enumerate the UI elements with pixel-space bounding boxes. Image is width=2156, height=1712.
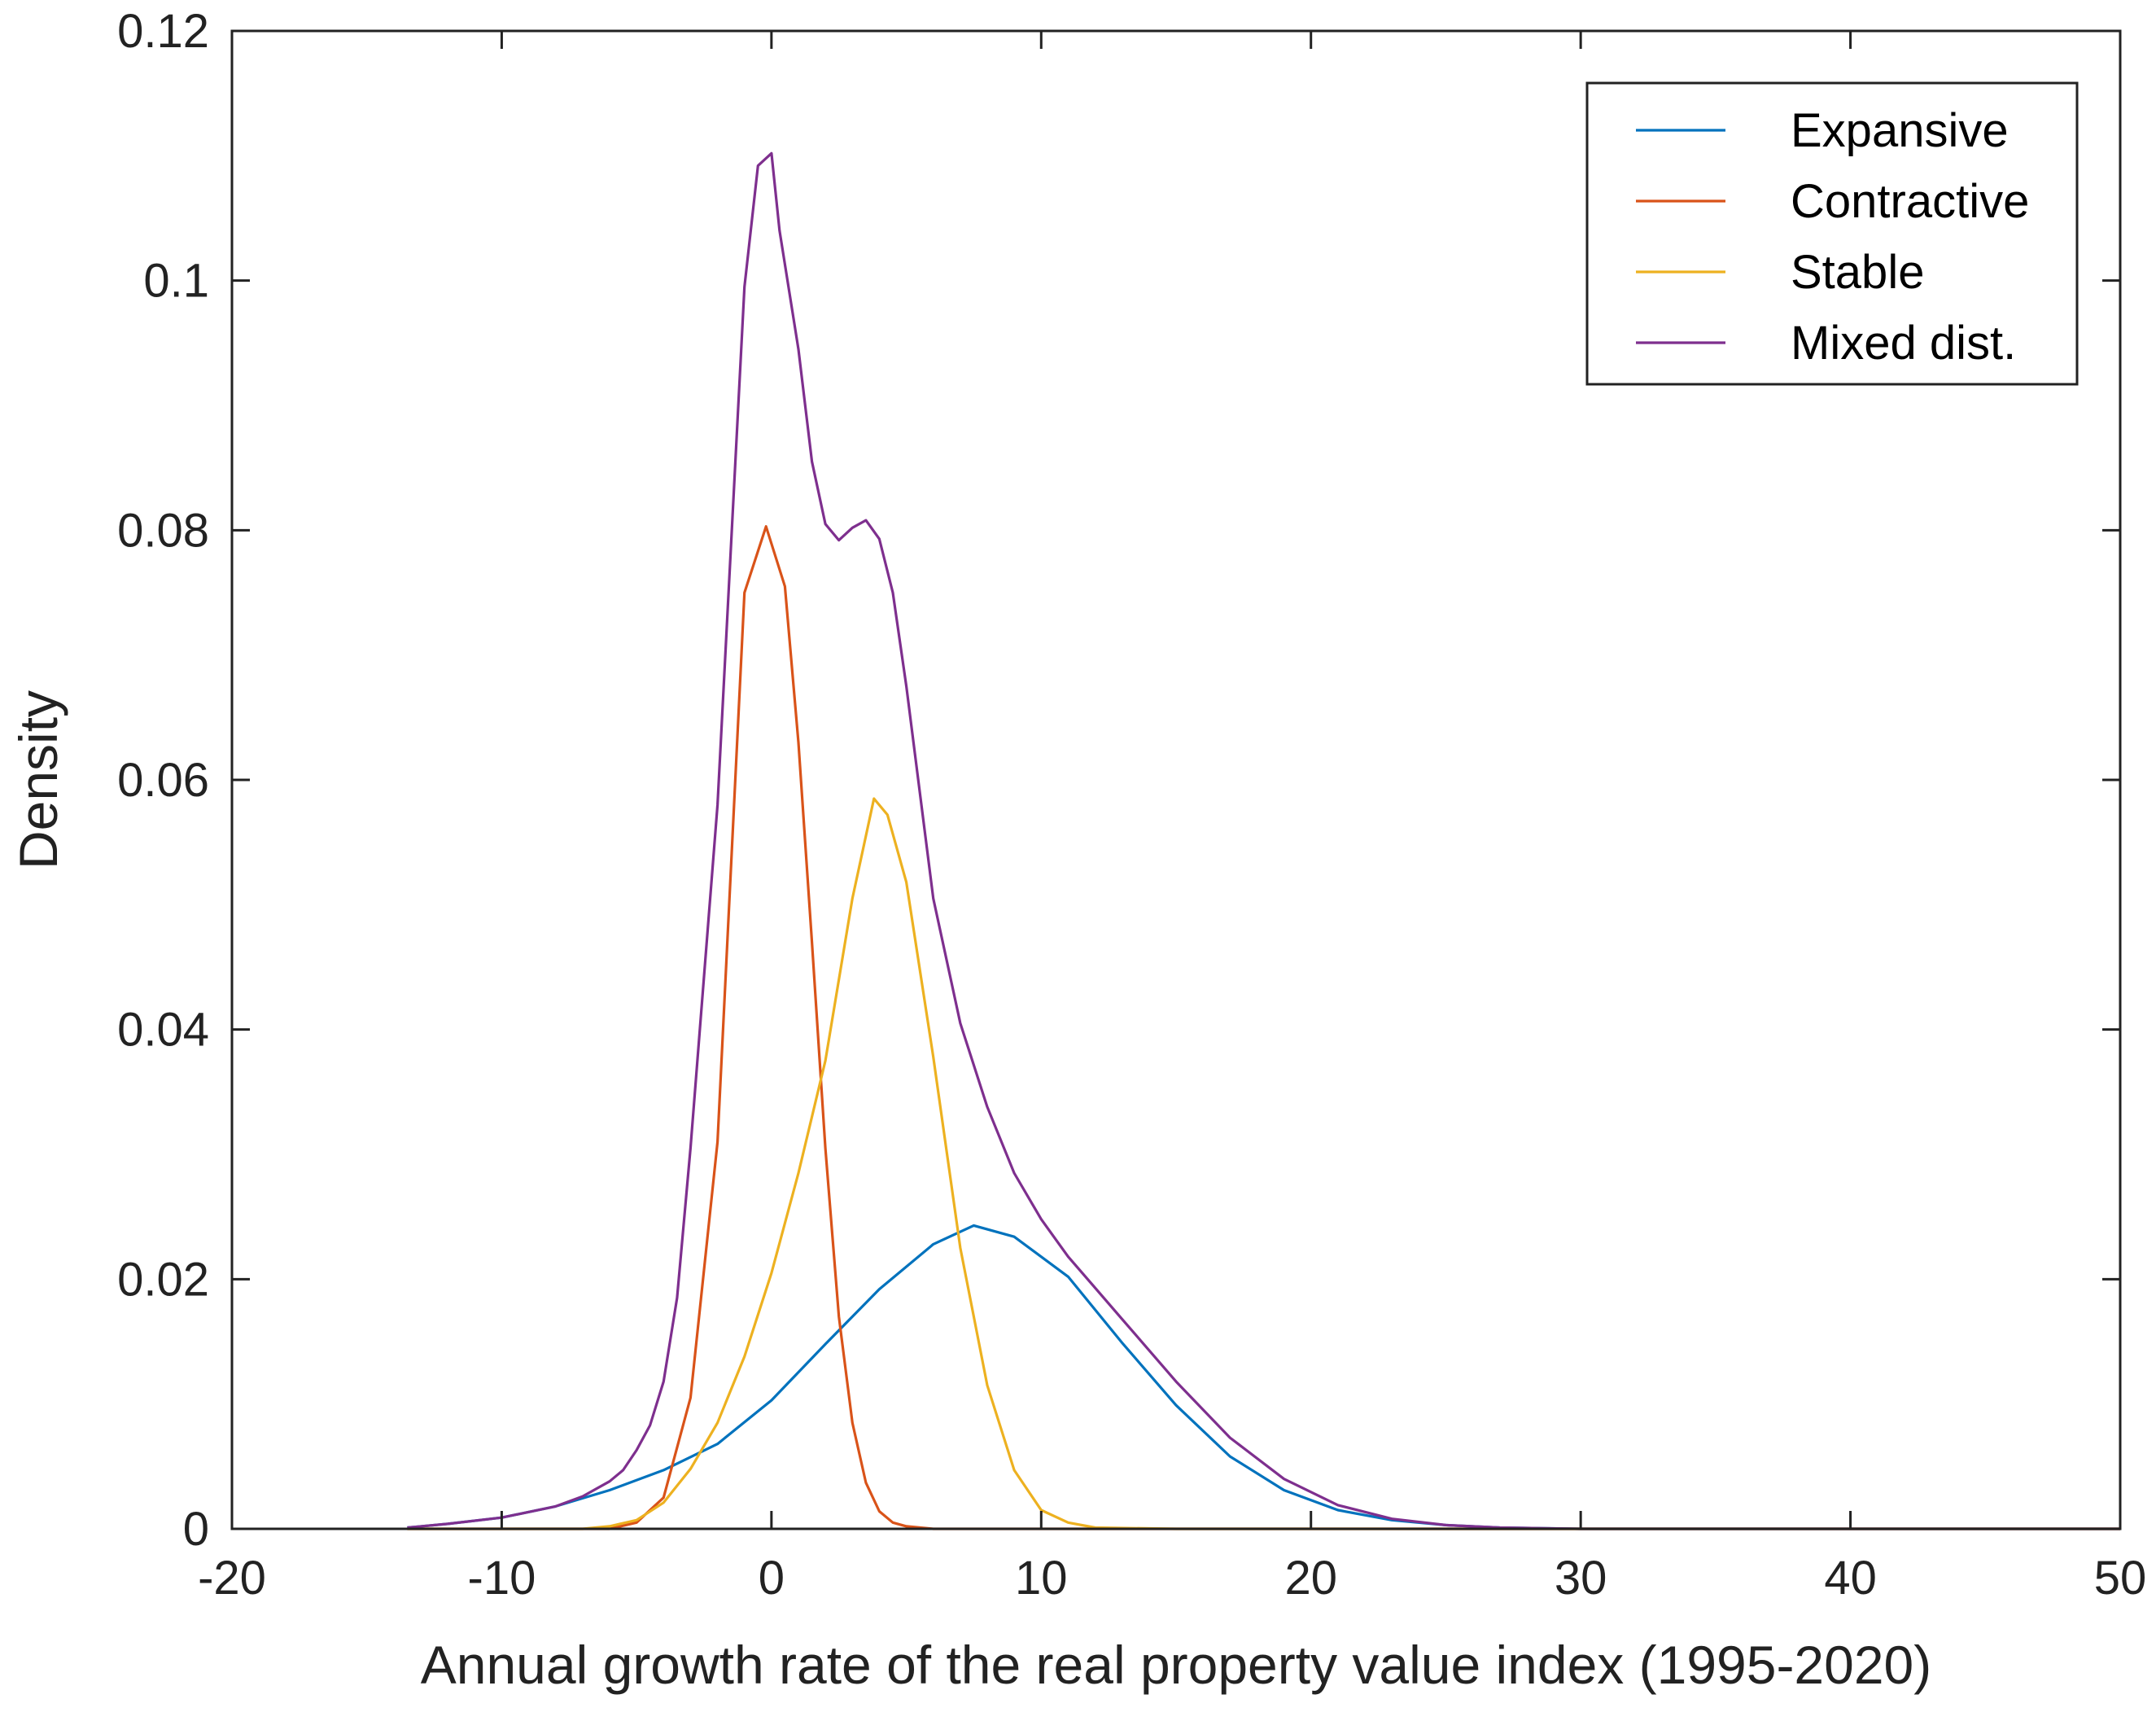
x-tick-label: 30: [1555, 1552, 1607, 1605]
x-tick-label: -10: [468, 1552, 536, 1605]
legend-label: Expansive: [1791, 104, 2009, 157]
y-tick-label: 0.1: [143, 255, 209, 308]
y-tick-label: 0.08: [117, 504, 209, 557]
series-line-2: [407, 797, 2120, 1530]
plot-area: [407, 151, 2120, 1530]
y-tick-label: 0.04: [117, 1004, 209, 1057]
x-axis-label: Annual growth rate of the real property …: [421, 1635, 1931, 1695]
x-tick-label: -20: [198, 1552, 266, 1605]
x-tick-label: 50: [2094, 1552, 2147, 1605]
series-line-3: [407, 151, 2120, 1530]
legend-label: Stable: [1791, 246, 1924, 299]
legend-label: Contractive: [1791, 175, 2029, 228]
series-line-1: [407, 525, 2120, 1530]
x-tick-label: 20: [1284, 1552, 1337, 1605]
x-tick-label: 0: [759, 1552, 785, 1605]
legend: Expansive Contractive Stable Mixed dist.: [1585, 81, 2079, 386]
y-axis-label: Density: [8, 690, 68, 869]
legend-label: Mixed dist.: [1791, 317, 2016, 370]
y-tick-label: 0.12: [117, 5, 209, 58]
y-tick-label: 0: [183, 1503, 209, 1556]
x-tick-label: 10: [1015, 1552, 1068, 1605]
x-tick-label: 40: [1824, 1552, 1877, 1605]
y-tick-label: 0.02: [117, 1253, 209, 1306]
legend-box: [1585, 81, 2079, 386]
y-tick-label: 0.06: [117, 754, 209, 807]
axes: -20 -10 0 10 20 30 40 50 0 0.02 0.04 0.06 0.08 0.1 0.1…: [8, 5, 2146, 1695]
